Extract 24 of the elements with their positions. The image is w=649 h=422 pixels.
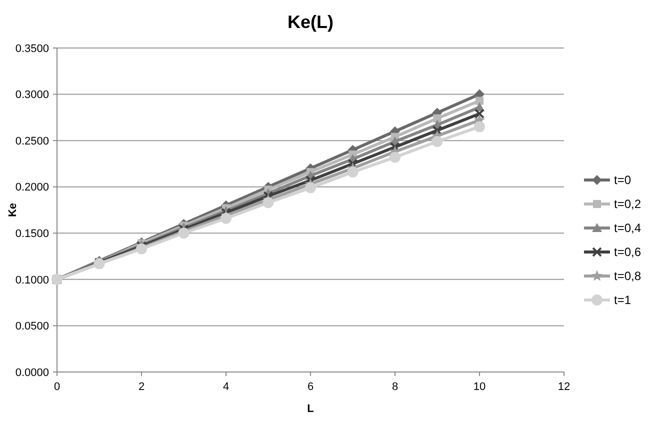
x-tick-label: 4 bbox=[222, 381, 230, 393]
y-tick-label: 0.0500 bbox=[15, 320, 49, 333]
x-axis-title: L bbox=[307, 403, 314, 415]
x-tick-label: 6 bbox=[307, 381, 314, 393]
x-tick-label: 10 bbox=[473, 381, 486, 393]
y-tick-label: 0.2000 bbox=[15, 182, 49, 194]
x-tick-label: 0 bbox=[54, 381, 60, 393]
y-axis-title: Ke bbox=[7, 202, 19, 218]
x-tick-label: 2 bbox=[138, 381, 145, 393]
y-tick-label: 0.3500 bbox=[15, 42, 49, 55]
y-tick-label: 0.0000 bbox=[15, 366, 49, 379]
legend-label: t=0,6 bbox=[614, 245, 642, 260]
legend-label: t=0,4 bbox=[614, 221, 642, 236]
legend-label: t=0,8 bbox=[614, 269, 642, 284]
x-tick-label: 8 bbox=[392, 381, 398, 393]
y-tick-label: 0.3000 bbox=[15, 89, 49, 102]
y-tick-label: 0.1500 bbox=[15, 228, 49, 240]
chart-title: Ke(L) bbox=[288, 12, 334, 32]
y-tick-label: 0.2500 bbox=[15, 135, 49, 148]
legend-label: t=0,2 bbox=[614, 197, 642, 212]
legend-label: t=0 bbox=[614, 173, 632, 188]
y-tick-label: 0.1000 bbox=[15, 274, 49, 286]
x-tick-label: 12 bbox=[558, 381, 570, 393]
legend-label: t=1 bbox=[614, 293, 632, 308]
